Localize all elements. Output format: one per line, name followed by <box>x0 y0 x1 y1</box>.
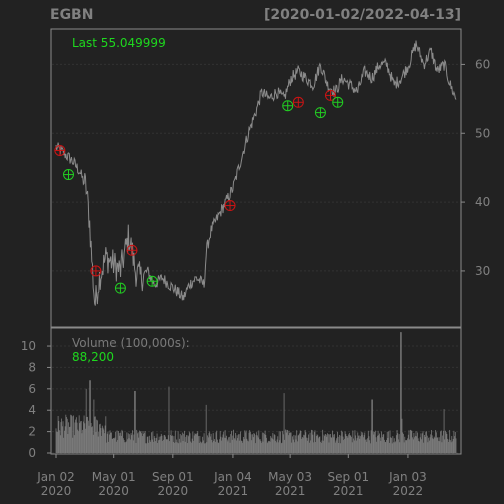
price-panel <box>50 28 462 328</box>
x-tick-label: Sep 01 <box>327 470 369 484</box>
volume-y-tick-label: 10 <box>21 339 36 353</box>
y-axis-ticks: 30 40 50 60 0 2 4 6 8 10 <box>21 57 491 460</box>
volume-y-tick-label: 0 <box>28 446 36 460</box>
x-tick-label: Jan 02 <box>36 470 75 484</box>
volume-bars <box>55 332 457 453</box>
volume-y-tick-label: 2 <box>28 425 36 439</box>
x-tick-year-label: 2020 <box>98 484 129 498</box>
signal-markers <box>54 89 344 294</box>
volume-last-value: 88,200 <box>72 350 114 364</box>
price-y-tick-label: 30 <box>475 264 490 278</box>
volume-y-tick-label: 8 <box>28 360 36 374</box>
volume-label: Volume (100,000s): <box>72 336 190 350</box>
x-tick-label: Jan 04 <box>213 470 252 484</box>
x-tick-year-label: 2021 <box>218 484 249 498</box>
x-tick-year-label: 2022 <box>393 484 424 498</box>
volume-y-tick-label: 4 <box>28 403 36 417</box>
x-tick-year-label: 2020 <box>41 484 72 498</box>
price-line <box>55 40 457 306</box>
last-price-label: Last 55.049999 <box>72 36 166 50</box>
x-tick-year-label: 2020 <box>158 484 189 498</box>
price-line-group <box>55 40 457 306</box>
volume-y-tick-label: 6 <box>28 382 36 396</box>
chart-title: EGBN <box>50 7 93 23</box>
x-tick-label: Jan 03 <box>388 470 427 484</box>
price-y-tick-label: 50 <box>475 126 490 140</box>
x-tick-label: May 03 <box>268 470 312 484</box>
x-tick-label: May 01 <box>92 470 136 484</box>
x-tick-label: Sep 01 <box>152 470 194 484</box>
price-y-tick-label: 60 <box>475 57 490 71</box>
x-tick-year-label: 2021 <box>333 484 364 498</box>
price-y-tick-label: 40 <box>475 195 490 209</box>
x-tick-year-label: 2021 <box>275 484 306 498</box>
date-range-label: [2020-01-02/2022-04-13] <box>264 7 461 23</box>
volume-panel <box>50 327 462 455</box>
